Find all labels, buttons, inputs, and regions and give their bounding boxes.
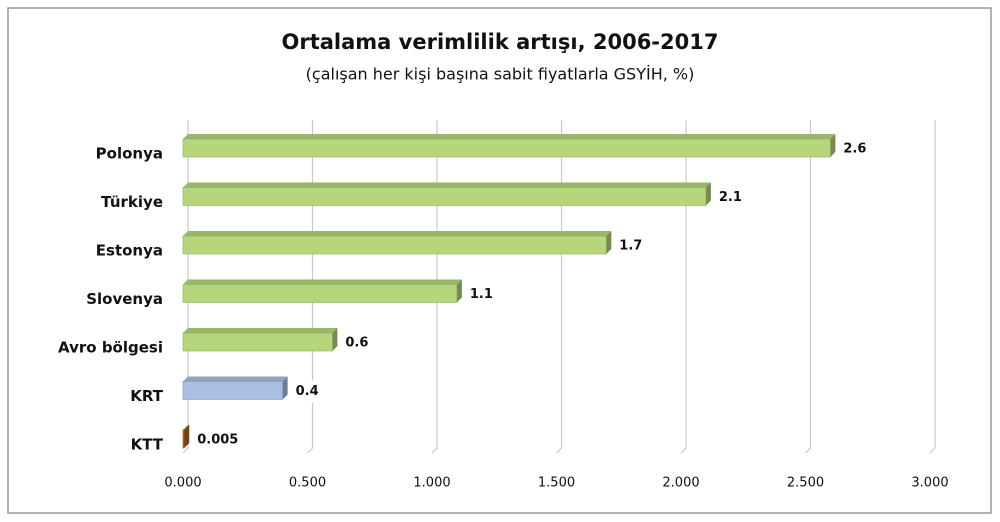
value-label: 0.005 xyxy=(197,433,238,448)
grid-line xyxy=(307,120,314,454)
value-label: 0.4 xyxy=(296,384,319,399)
y-tick-label: KRT xyxy=(130,387,164,405)
bar-side xyxy=(184,425,190,448)
y-tick-label: Türkiye xyxy=(101,193,163,211)
bar-side xyxy=(830,134,836,157)
bar xyxy=(182,332,333,352)
bar xyxy=(182,284,458,303)
grid-line xyxy=(805,120,812,454)
value-label: 1.7 xyxy=(619,239,642,254)
value-label: 2.6 xyxy=(843,142,866,157)
grid-line xyxy=(431,120,438,454)
value-label-bg xyxy=(193,429,244,451)
value-label-bg xyxy=(615,235,650,257)
value-label-bg xyxy=(839,138,874,160)
x-tick-label: 2.000 xyxy=(662,476,699,491)
bar-side xyxy=(282,376,288,400)
bar-side xyxy=(705,182,711,206)
bar xyxy=(182,235,607,255)
bar-top xyxy=(183,425,190,430)
value-label: 2.1 xyxy=(719,190,742,205)
bar-top xyxy=(183,279,462,285)
value-label-bg xyxy=(341,332,376,354)
bar-top xyxy=(183,328,338,333)
y-tick-label: Avro bölgesi xyxy=(58,339,163,357)
bar-side xyxy=(456,279,462,303)
x-tick-label: 1.000 xyxy=(413,476,450,491)
value-label: 1.1 xyxy=(470,287,493,302)
bar-top xyxy=(183,376,288,382)
bar-side xyxy=(332,328,338,351)
bar-top xyxy=(183,231,612,236)
y-tick-label: Slovenya xyxy=(86,290,163,308)
value-label-bg xyxy=(465,283,500,306)
y-tick-label: Estonya xyxy=(96,242,163,260)
y-tick-label: KTT xyxy=(131,436,164,454)
bar-top xyxy=(183,134,836,139)
bar-side xyxy=(606,231,612,254)
x-tick-label: 3.000 xyxy=(911,476,948,491)
value-label-bg xyxy=(291,380,326,403)
bar xyxy=(182,187,707,206)
bar xyxy=(182,138,831,158)
y-tick-label: Polonya xyxy=(96,145,163,163)
chart-border xyxy=(7,7,992,514)
x-tick-label: 0.500 xyxy=(289,476,326,491)
x-tick-label: 1.500 xyxy=(538,476,575,491)
value-label-bg xyxy=(714,186,749,209)
grid-line xyxy=(680,120,687,454)
grid-line xyxy=(929,120,936,454)
grid-line xyxy=(182,120,189,454)
bar-top xyxy=(183,182,711,188)
x-tick-label: 2.500 xyxy=(787,476,824,491)
bar xyxy=(182,381,283,400)
x-tick-label: 0.000 xyxy=(164,476,201,491)
chart-title: Ortalama verimlilik artışı, 2006-2017 xyxy=(282,30,719,54)
chart-subtitle: (çalışan her kişi başına sabit fiyatlarl… xyxy=(306,65,695,84)
grid-line xyxy=(556,120,563,454)
value-label: 0.6 xyxy=(345,336,368,351)
bar xyxy=(182,429,185,449)
